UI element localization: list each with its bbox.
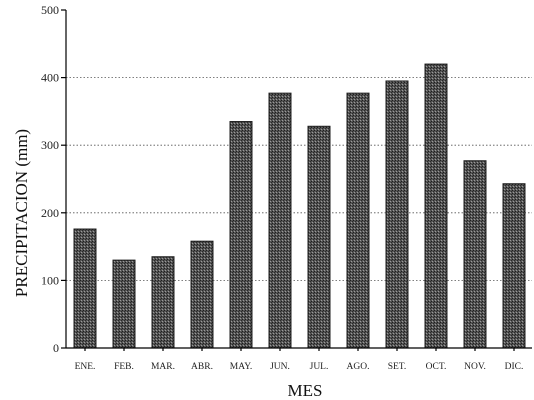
y-axis-title: PRECIPITACION (mm) (12, 129, 31, 297)
x-category-label: SET. (388, 362, 407, 372)
x-category-label: NOV. (464, 362, 486, 372)
y-tick-label: 200 (41, 206, 59, 220)
x-category-label: ENE. (75, 362, 96, 372)
y-tick-label: 500 (41, 3, 59, 17)
y-tick-label: 300 (41, 138, 59, 152)
x-category-label: FEB. (114, 362, 134, 372)
bar-feb (112, 259, 136, 349)
y-tick-label: 400 (41, 71, 59, 85)
y-ticks: 0 100 200 300 400 500 (41, 3, 66, 355)
axes (65, 10, 532, 349)
x-category-label: MAY. (230, 362, 252, 372)
bar-set (385, 80, 409, 349)
bar-ago (346, 92, 370, 349)
bar-ene (73, 228, 97, 349)
gridlines (66, 77, 532, 281)
bar-oct (424, 63, 448, 349)
x-category-label: DIC. (505, 362, 524, 372)
bars (73, 63, 526, 349)
y-tick-label: 0 (53, 341, 59, 355)
x-category-label: JUN. (270, 362, 290, 372)
bar-nov (463, 160, 487, 349)
bar-dic (502, 183, 526, 349)
bar-jul (307, 125, 331, 349)
x-category-label: MAR. (151, 362, 175, 372)
x-category-label: ABR. (191, 362, 213, 372)
x-category-label: OCT. (426, 362, 447, 372)
x-axis-title: MES (288, 381, 323, 400)
x-category-labels: ENE. FEB. MAR. ABR. MAY. JUN. JUL. AGO. SET. OCT.… (75, 348, 524, 372)
x-category-label: JUL. (310, 362, 329, 372)
bar-jun (268, 92, 292, 349)
bar-may (229, 121, 253, 349)
y-tick-label: 100 (41, 273, 59, 287)
x-category-label: AGO. (347, 362, 370, 372)
bar-abr (190, 240, 214, 349)
bar-mar (151, 256, 175, 349)
